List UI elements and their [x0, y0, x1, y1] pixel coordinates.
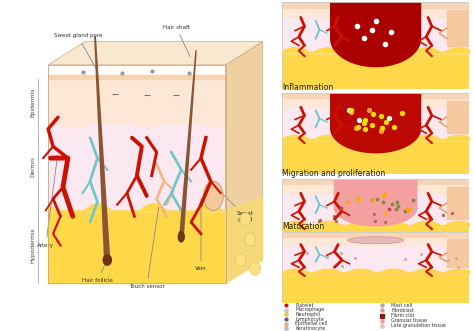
Polygon shape	[282, 140, 469, 174]
Polygon shape	[447, 187, 469, 219]
Circle shape	[245, 233, 255, 246]
Text: Migration and proliferation: Migration and proliferation	[282, 169, 385, 178]
Polygon shape	[335, 179, 417, 226]
Text: Fibrin clot: Fibrin clot	[392, 313, 415, 318]
Text: Epidermis: Epidermis	[31, 88, 36, 118]
Circle shape	[250, 262, 261, 275]
Polygon shape	[282, 184, 469, 193]
Circle shape	[235, 254, 246, 266]
Text: Fibroblast: Fibroblast	[392, 308, 414, 313]
Text: Inflammation: Inflammation	[282, 83, 333, 92]
Text: Dermis: Dermis	[31, 156, 36, 177]
Polygon shape	[447, 239, 469, 267]
Text: Platelet: Platelet	[295, 303, 314, 307]
Polygon shape	[282, 53, 469, 89]
Text: Lymphocyte: Lymphocyte	[295, 316, 324, 321]
Polygon shape	[94, 36, 110, 263]
Polygon shape	[331, 93, 420, 153]
Polygon shape	[226, 42, 263, 283]
Text: Hypodermis: Hypodermis	[31, 228, 36, 263]
Ellipse shape	[203, 181, 223, 211]
Text: Sweat
gland: Sweat gland	[218, 189, 254, 222]
Polygon shape	[282, 237, 469, 245]
Polygon shape	[282, 232, 469, 273]
Text: Haemostasis: Haemostasis	[282, 0, 331, 1]
Text: Artery: Artery	[37, 155, 58, 248]
Text: Epithelial cell: Epithelial cell	[295, 321, 328, 326]
Polygon shape	[447, 101, 469, 133]
Text: Hair shaft: Hair shaft	[163, 24, 190, 57]
Polygon shape	[48, 42, 263, 65]
Polygon shape	[282, 273, 469, 303]
Text: Hair follicle: Hair follicle	[82, 257, 113, 283]
Ellipse shape	[178, 231, 185, 243]
Polygon shape	[48, 123, 226, 211]
Polygon shape	[447, 11, 469, 46]
Text: Sweat gland pore: Sweat gland pore	[54, 33, 102, 69]
Polygon shape	[282, 226, 469, 260]
Polygon shape	[48, 211, 226, 283]
Polygon shape	[48, 79, 226, 123]
Polygon shape	[282, 232, 469, 237]
Polygon shape	[282, 93, 469, 140]
Text: Neutrophil: Neutrophil	[295, 312, 320, 317]
Text: Granular tissue: Granular tissue	[392, 318, 428, 323]
Ellipse shape	[102, 254, 112, 266]
Text: Maturation: Maturation	[282, 222, 324, 231]
Polygon shape	[331, 2, 420, 67]
Polygon shape	[282, 179, 469, 226]
Polygon shape	[179, 50, 197, 240]
Polygon shape	[282, 98, 469, 107]
Polygon shape	[48, 75, 226, 79]
Text: Touch sensor: Touch sensor	[129, 208, 164, 289]
Text: Vein: Vein	[195, 199, 207, 271]
Polygon shape	[282, 179, 469, 184]
Polygon shape	[282, 2, 469, 8]
Circle shape	[240, 213, 251, 226]
Ellipse shape	[347, 237, 404, 244]
Polygon shape	[282, 93, 469, 98]
Text: Keratinocyte: Keratinocyte	[295, 326, 326, 331]
Polygon shape	[282, 2, 469, 53]
Polygon shape	[282, 8, 469, 18]
Polygon shape	[226, 197, 263, 283]
Text: Mast cell: Mast cell	[392, 303, 413, 307]
Text: Macrophage: Macrophage	[295, 307, 325, 312]
Text: Late granulation tissue: Late granulation tissue	[392, 323, 447, 328]
